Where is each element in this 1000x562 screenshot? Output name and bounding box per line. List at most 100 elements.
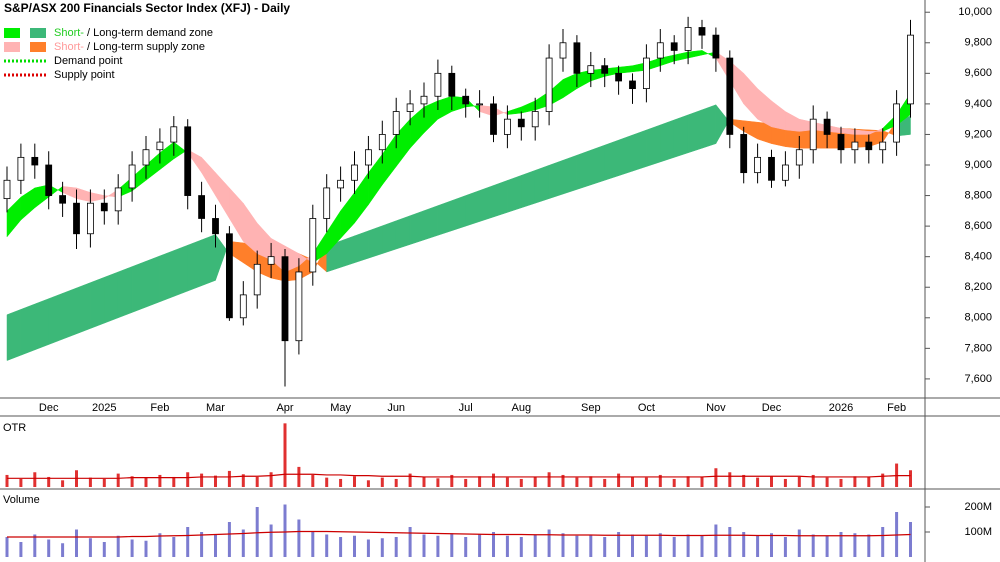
candle-body	[31, 156, 39, 166]
candle-body	[59, 195, 66, 204]
otr-bar	[227, 470, 231, 487]
candle-body	[907, 34, 914, 105]
volume-bar	[839, 532, 843, 557]
long-term-zone	[548, 159, 564, 199]
candle-body	[87, 202, 94, 235]
candle-body	[281, 256, 289, 342]
volume-bar	[75, 529, 78, 557]
volume-bar	[547, 529, 551, 557]
long-term-zone	[423, 205, 439, 241]
long-term-zone	[646, 124, 661, 167]
long-term-zone	[618, 134, 633, 177]
otr-bar	[631, 476, 634, 487]
candle-body	[198, 195, 206, 219]
x-tick-label: Aug	[512, 402, 532, 414]
volume-bar	[19, 542, 23, 557]
candle-body	[114, 187, 122, 212]
long-term-zone	[354, 230, 369, 264]
volume-bar	[422, 534, 426, 557]
otr-bar	[561, 474, 565, 487]
candle-body	[128, 164, 136, 189]
volume-bar	[47, 539, 51, 557]
volume-bar	[255, 507, 259, 557]
candle-body	[323, 187, 331, 219]
otr-bar	[5, 474, 9, 487]
legend-text: Long-term supply zone	[93, 41, 205, 53]
legend-swatch	[4, 42, 20, 52]
volume-bar	[770, 533, 773, 557]
volume-bar	[867, 534, 871, 557]
long-term-zone	[368, 225, 383, 259]
candle-body	[823, 118, 831, 135]
otr-bar	[241, 474, 245, 487]
candle-body	[712, 34, 720, 59]
otr-label: OTR	[3, 422, 26, 434]
volume-bar	[144, 540, 148, 557]
y-tick-label: 8,800	[964, 189, 992, 201]
otr-bar	[61, 480, 65, 487]
volume-bar	[478, 534, 482, 557]
long-term-zone	[187, 239, 202, 292]
volume-bar	[353, 535, 356, 557]
otr-bar	[505, 477, 509, 487]
otr-bar	[297, 466, 301, 487]
otr-bar	[158, 474, 162, 487]
otr-bar	[47, 476, 51, 487]
volume-bar	[158, 533, 162, 557]
candle-body	[601, 65, 609, 74]
candle-body	[754, 156, 761, 174]
candle-body	[420, 95, 428, 105]
candle-body	[698, 27, 706, 36]
candle-body	[3, 179, 11, 200]
otr-bar	[311, 474, 315, 487]
otr-bar	[339, 478, 343, 487]
long-term-zone	[660, 119, 675, 163]
y-tick-label: 100M	[964, 526, 992, 538]
volume-bar	[909, 522, 912, 557]
long-term-zone	[451, 195, 466, 232]
long-term-zone	[493, 180, 508, 218]
candle-body	[17, 156, 25, 181]
candle-body	[156, 141, 164, 151]
otr-bar	[283, 423, 287, 487]
candle-body	[142, 149, 150, 166]
candle-body	[559, 42, 567, 59]
y-tick-label: 9,200	[964, 128, 992, 140]
otr-bar	[672, 478, 676, 487]
legend-text: Short-	[54, 27, 84, 39]
long-term-zone	[534, 164, 550, 204]
otr-bar	[33, 472, 37, 487]
otr-bar	[742, 474, 746, 487]
candle-body	[73, 202, 80, 235]
volume-bar	[617, 532, 621, 557]
candle-body	[768, 156, 775, 181]
candle-body	[351, 164, 358, 181]
volume-bar	[783, 537, 787, 557]
volume-bar	[283, 504, 287, 557]
otr-bar	[881, 473, 885, 487]
otr-bar	[728, 472, 732, 487]
volume-bar	[214, 534, 217, 557]
volume-bar	[227, 522, 231, 557]
legend-text: Supply point	[54, 69, 115, 81]
otr-bar	[450, 474, 454, 487]
volume-bar	[825, 535, 829, 557]
candle-body	[503, 118, 511, 135]
long-term-zone	[145, 255, 161, 308]
otr-bar	[116, 473, 120, 487]
long-term-zone	[117, 266, 133, 319]
candle-body	[100, 202, 108, 212]
otr-bar	[853, 476, 857, 487]
long-term-zone	[340, 235, 355, 268]
candle-body	[448, 72, 456, 97]
otr-bar	[88, 477, 92, 487]
otr-bar	[269, 472, 273, 487]
volume-bar	[200, 532, 204, 557]
volume-bar	[172, 537, 176, 557]
y-tick-label: 10,000	[958, 6, 992, 18]
otr-bar	[783, 478, 787, 487]
volume-bar	[88, 538, 92, 557]
long-term-zone	[90, 276, 105, 329]
candle-body	[851, 141, 859, 151]
